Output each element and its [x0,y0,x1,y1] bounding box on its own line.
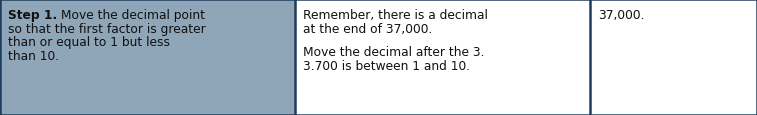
Text: Step 1.: Step 1. [8,9,58,22]
Text: at the end of 37,000.: at the end of 37,000. [304,22,432,35]
Text: 37,000.: 37,000. [599,9,645,22]
Text: so that the first factor is greater: so that the first factor is greater [8,22,206,35]
Text: Remember, there is a decimal: Remember, there is a decimal [304,9,488,22]
Bar [0,0,295,115]
Text: 3.700 is between 1 and 10.: 3.700 is between 1 and 10. [304,59,470,72]
Text: than 10.: than 10. [8,49,59,62]
Text: Move the decimal after the 3.: Move the decimal after the 3. [304,46,484,59]
Bar [590,0,757,115]
Text: than or equal to 1 but less: than or equal to 1 but less [8,36,170,49]
Text: Move the decimal point: Move the decimal point [57,9,205,22]
Bar [295,0,590,115]
